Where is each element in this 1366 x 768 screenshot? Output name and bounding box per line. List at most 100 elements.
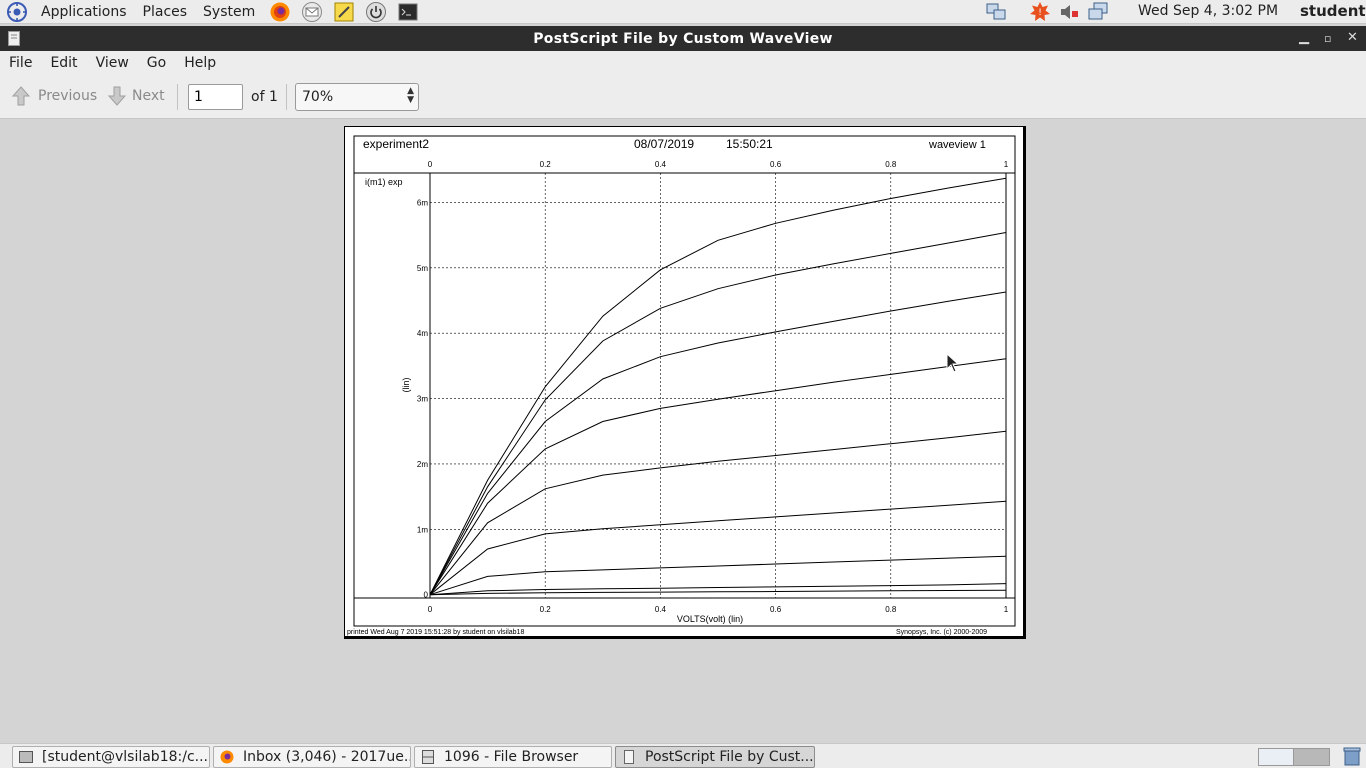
trash-icon[interactable] — [1343, 746, 1361, 766]
toolbar-separator — [286, 84, 287, 110]
mouse-cursor-icon — [946, 353, 960, 373]
task-file-browser[interactable]: 1096 - File Browser — [414, 746, 612, 768]
down-arrow-icon — [108, 86, 126, 106]
x-tick-label: 0 — [428, 605, 433, 614]
window-title: PostScript File by Custom WaveView — [533, 30, 833, 47]
update-alert-icon[interactable]: ! — [1029, 1, 1051, 23]
series-line-2 — [429, 583, 1007, 596]
y-tick-label: 1m — [417, 525, 428, 534]
firefox-icon — [220, 750, 234, 764]
places-menu[interactable]: Places — [142, 3, 188, 20]
series-line-6 — [429, 358, 1007, 595]
task-label: Inbox (3,046) - 2017ue... — [243, 749, 411, 765]
up-arrow-icon — [12, 86, 30, 106]
clock[interactable]: Wed Sep 4, 3:02 PM — [1138, 3, 1279, 19]
page-number-input[interactable] — [188, 84, 243, 110]
x-tick-label-top: 0.2 — [540, 160, 552, 169]
window-titlebar[interactable]: PostScript File by Custom WaveView ▁ ▫ ✕ — [0, 26, 1366, 51]
toolbar-separator — [177, 84, 178, 110]
waveform-plot: 0 0 0.2 0.2 0.4 0.4 0.6 0.6 0.8 0.8 1 1 0 1m 2m 3m 4m 5m 6… — [347, 135, 1016, 636]
menu-file[interactable]: File — [9, 55, 33, 71]
y-tick-label: 0 — [424, 591, 429, 600]
series-line-9 — [429, 177, 1007, 595]
previous-button[interactable]: Previous — [12, 86, 97, 106]
series-line-1 — [429, 589, 1007, 596]
text-editor-icon[interactable] — [333, 1, 355, 23]
svg-text:!: ! — [1038, 8, 1042, 18]
y-tick-label: 6m — [417, 198, 428, 207]
task-label: [student@vlsilab18:/c... — [42, 749, 208, 765]
mail-icon[interactable] — [301, 1, 323, 23]
applications-menu[interactable]: Applications — [41, 3, 127, 20]
series-line-3 — [429, 555, 1007, 596]
footer-copyright: Synopsys, Inc. (c) 2000-2009 — [896, 629, 987, 636]
document-page: 0 0 0.2 0.2 0.4 0.4 0.6 0.6 0.8 0.8 1 1 0 1m 2m 3m 4m 5m 6… — [344, 126, 1026, 639]
y-tick-label: 2m — [417, 460, 428, 469]
gridlines — [430, 173, 1006, 598]
document-icon — [624, 750, 634, 764]
x-tick-label: 0.2 — [540, 605, 552, 614]
spin-arrows-icon[interactable]: ▲ ▼ — [407, 86, 414, 105]
x-tick-label-top: 0 — [428, 160, 433, 169]
task-label: PostScript File by Cust... — [645, 749, 814, 765]
system-menu[interactable]: System — [203, 3, 256, 20]
header-time: 15:50:21 — [726, 137, 773, 151]
plot-frame — [353, 135, 1016, 627]
menu-go[interactable]: Go — [146, 55, 167, 71]
x-tick-label-top: 0.4 — [655, 160, 667, 169]
x-tick-label-top: 1 — [1004, 160, 1009, 169]
zoom-select[interactable]: 70% ▲ ▼ — [295, 83, 419, 111]
menu-view[interactable]: View — [95, 55, 129, 71]
next-label: Next — [132, 88, 165, 104]
series-line-4 — [429, 500, 1007, 596]
display-icon[interactable] — [1087, 1, 1109, 23]
y-tick-label: 4m — [417, 329, 428, 338]
x-tick-label: 0.6 — [770, 605, 782, 614]
menu-help[interactable]: Help — [184, 55, 217, 71]
next-button[interactable]: Next — [108, 86, 165, 106]
task-postscript-viewer[interactable]: PostScript File by Cust... — [615, 746, 815, 768]
y-tick-label: 5m — [417, 264, 428, 273]
previous-label: Previous — [38, 88, 98, 104]
task-terminal[interactable]: [student@vlsilab18:/c... — [12, 746, 210, 768]
header-experiment: experiment2 — [363, 137, 429, 151]
x-tick-label-top: 0.8 — [885, 160, 897, 169]
maximize-icon[interactable]: ▫ — [1324, 32, 1332, 45]
x-tick-label: 0.4 — [655, 605, 667, 614]
terminal-icon — [19, 751, 33, 763]
series-line-7 — [429, 291, 1007, 595]
shutdown-icon[interactable] — [365, 1, 387, 23]
menubar: File Edit View Go Help — [0, 51, 1366, 75]
minimize-icon[interactable]: ▁ — [1299, 30, 1309, 45]
header-date: 08/07/2019 — [634, 137, 694, 151]
signal-label: i(m1) exp — [365, 177, 403, 187]
page-count-label: of 1 — [251, 89, 278, 105]
zoom-value: 70% — [302, 89, 334, 105]
workspace-1[interactable] — [1259, 749, 1294, 765]
menu-edit[interactable]: Edit — [50, 55, 78, 71]
x-tick-label-top: 0.6 — [770, 160, 782, 169]
network-icon[interactable] — [985, 1, 1007, 23]
series-line-8 — [429, 232, 1007, 595]
volume-muted-icon[interactable] — [1058, 1, 1080, 23]
tick-labels: 0 0 0.2 0.2 0.4 0.4 0.6 0.6 0.8 0.8 1 1 0 1m 2m 3m 4m 5m 6… — [417, 160, 1009, 614]
terminal-icon[interactable] — [397, 1, 419, 23]
plot-area — [429, 172, 1007, 599]
file-cabinet-icon — [422, 750, 434, 764]
footer-printed: printed Wed Aug 7 2019 15:51:28 by stude… — [347, 629, 524, 636]
top-panel: Applications Places System ! Wed Sep 4, … — [0, 0, 1366, 24]
window-app-icon[interactable] — [8, 31, 20, 50]
workspace-switcher[interactable] — [1258, 748, 1330, 766]
task-label: 1096 - File Browser — [444, 749, 579, 765]
firefox-icon[interactable] — [269, 1, 291, 23]
header-waveview: waveview 1 — [928, 139, 986, 151]
task-firefox[interactable]: Inbox (3,046) - 2017ue... — [213, 746, 411, 768]
close-icon[interactable]: ✕ — [1347, 30, 1358, 45]
series-lines — [429, 177, 1007, 596]
user-name[interactable]: student — [1300, 2, 1366, 20]
gnome-foot-icon[interactable] — [6, 1, 28, 23]
x-axis-label: VOLTS(volt) (lin) — [677, 614, 743, 624]
x-tick-label: 0.8 — [885, 605, 897, 614]
x-tick-label: 1 — [1004, 605, 1009, 614]
taskbar: [student@vlsilab18:/c... Inbox (3,046) -… — [0, 743, 1366, 768]
